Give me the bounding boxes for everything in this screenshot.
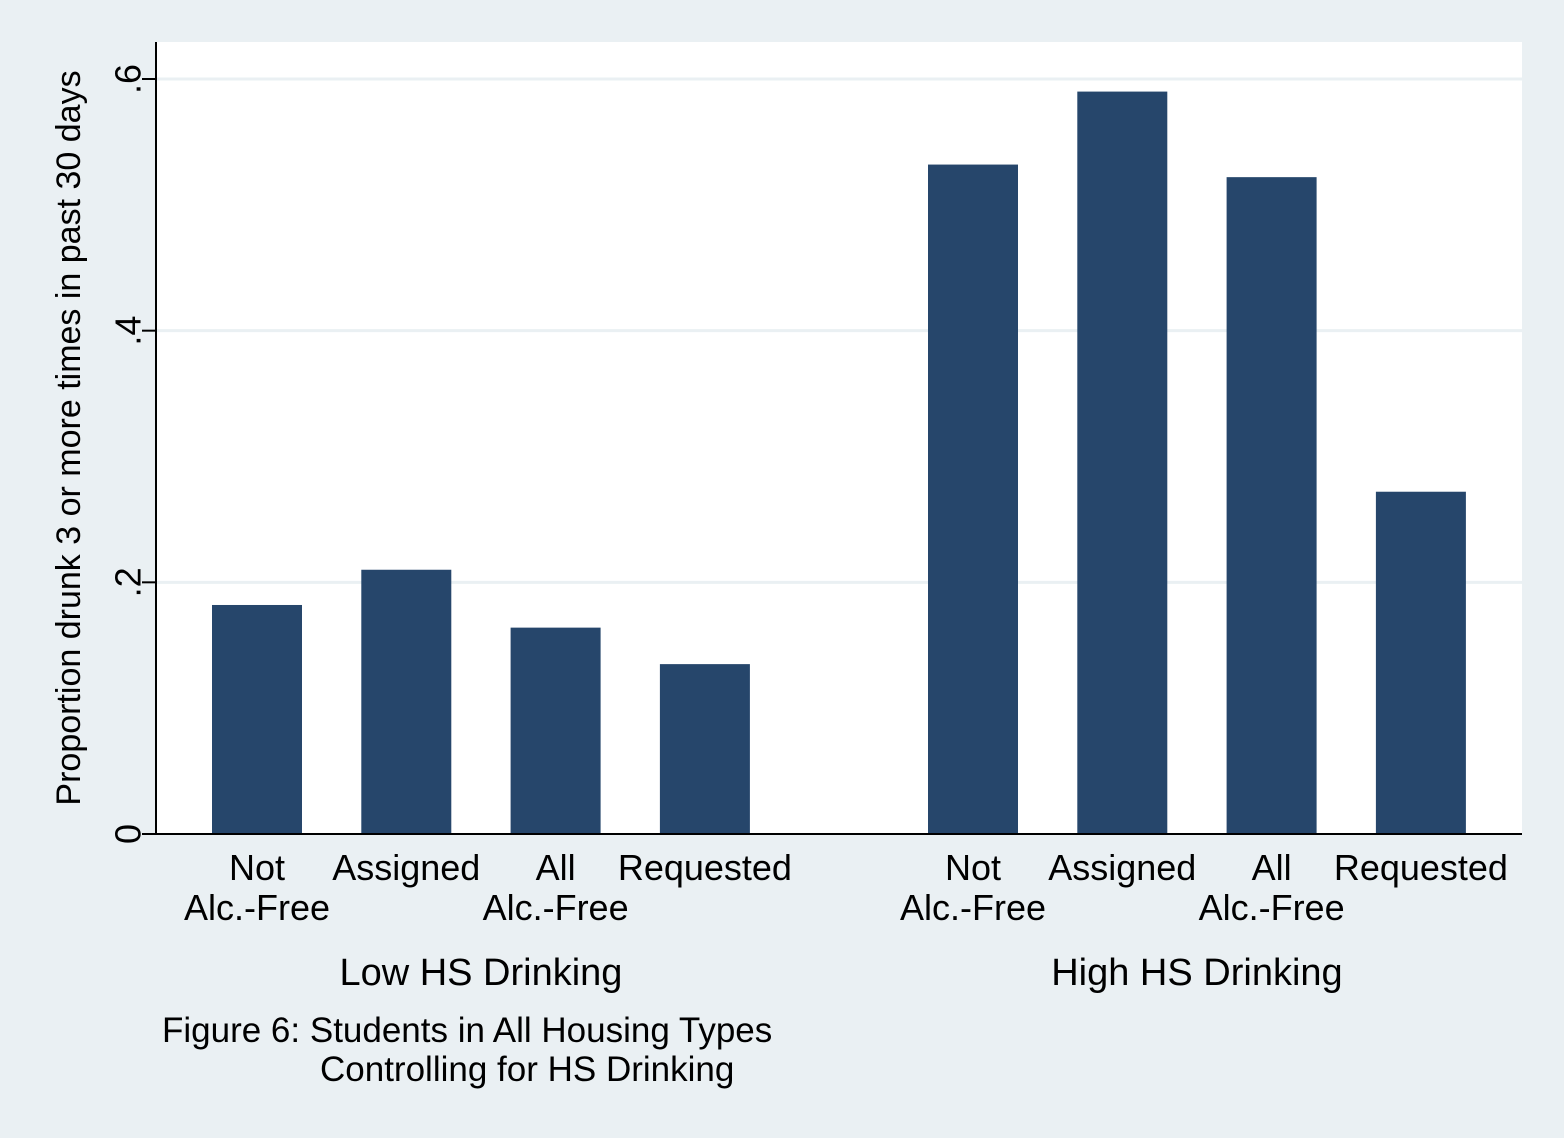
category-label: Alc.-Free [1199,887,1345,928]
category-label: Alc.-Free [900,887,1046,928]
bar [928,164,1018,835]
y-tick-label: 0 [108,824,149,844]
bar [510,627,601,834]
caption-line: Figure 6: Students in All Housing Types [162,1011,772,1050]
category-label: Requested [618,847,792,888]
bar [659,664,750,834]
figure-caption: Figure 6: Students in All Housing TypesC… [162,1011,772,1089]
y-tick-label: .4 [108,316,149,346]
bar [361,569,452,834]
category-label: Assigned [1048,847,1196,888]
category-label: All [536,847,576,888]
plot-area [156,42,1522,834]
bars [212,91,1466,835]
group-label: High HS Drinking [1051,952,1342,994]
category-label: All [1252,847,1292,888]
y-tick-label: .6 [108,64,149,94]
bar [1077,91,1168,835]
y-tick-label: .2 [108,567,149,597]
category-label: Not [945,847,1001,888]
category-label: Requested [1334,847,1508,888]
y-axis-label: Proportion drunk 3 or more times in past… [50,70,88,805]
group-label: Low HS Drinking [339,952,622,994]
bar [1226,177,1317,834]
category-label: Assigned [332,847,480,888]
group-labels: Low HS Drinking High HS Drinking [339,952,1342,994]
category-label: Not [229,847,285,888]
caption-line: Controlling for HS Drinking [320,1050,734,1089]
category-label: Alc.-Free [483,887,629,928]
y-ticks: 0 .2 .4 .6 [108,64,156,844]
bar [1375,491,1466,834]
category-label: Alc.-Free [184,887,330,928]
bar [212,604,302,834]
